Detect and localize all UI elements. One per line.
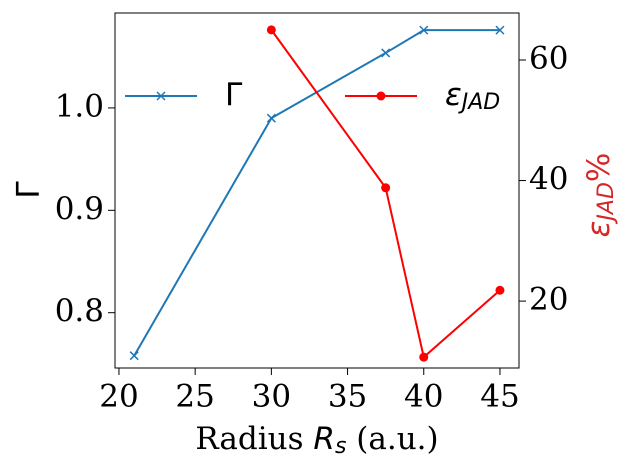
marker bbox=[266, 25, 276, 35]
legend-label: Γ bbox=[225, 77, 243, 113]
series-line bbox=[270, 29, 501, 360]
y2-axis-label: εJAD% bbox=[581, 153, 620, 238]
x-tick-label: 30 bbox=[252, 379, 291, 415]
x-tick-label: 40 bbox=[404, 379, 443, 415]
x-tick-label: 45 bbox=[480, 379, 519, 415]
x-tick-label: 25 bbox=[175, 379, 214, 415]
x-label-part: s bbox=[335, 434, 346, 459]
legend-marker bbox=[376, 91, 386, 101]
marker bbox=[495, 25, 505, 35]
legend-label: εJAD bbox=[445, 77, 500, 116]
marker bbox=[129, 351, 139, 361]
x-axis-label: Radius Rs (a.u.) bbox=[195, 421, 438, 460]
legend-label-part: Γ bbox=[225, 77, 243, 113]
x-label-part: (a.u.) bbox=[346, 421, 438, 457]
marker bbox=[266, 113, 276, 123]
x-label-part: Radius bbox=[195, 421, 313, 457]
legend-symbol bbox=[156, 91, 166, 101]
marker bbox=[419, 25, 429, 35]
y2-label-part: % bbox=[581, 153, 617, 182]
y-tick-label: 0.9 bbox=[55, 191, 104, 227]
y-axis-label: Γ bbox=[11, 181, 47, 199]
x-tick-label: 35 bbox=[328, 379, 367, 415]
legend-label-part: ε bbox=[445, 77, 462, 113]
legend-symbol bbox=[376, 91, 386, 101]
x-label-part: R bbox=[313, 421, 335, 457]
y2-tick-label: 40 bbox=[529, 161, 568, 197]
y2-label-part: JAD bbox=[594, 182, 619, 224]
legend-marker bbox=[156, 91, 166, 101]
y2-tick-label: 20 bbox=[529, 282, 568, 318]
marker bbox=[495, 285, 505, 295]
marker bbox=[381, 48, 391, 58]
marker bbox=[419, 352, 429, 362]
legend-label-part: JAD bbox=[458, 90, 500, 115]
plot-frame bbox=[114, 12, 520, 369]
x-tick-label: 20 bbox=[99, 379, 138, 415]
marker bbox=[381, 183, 391, 193]
y-tick-label: 1.0 bbox=[55, 88, 104, 124]
y2-tick-label: 60 bbox=[529, 41, 568, 77]
y-tick-label: 0.8 bbox=[55, 293, 104, 329]
y2-label-part: ε bbox=[581, 221, 617, 238]
